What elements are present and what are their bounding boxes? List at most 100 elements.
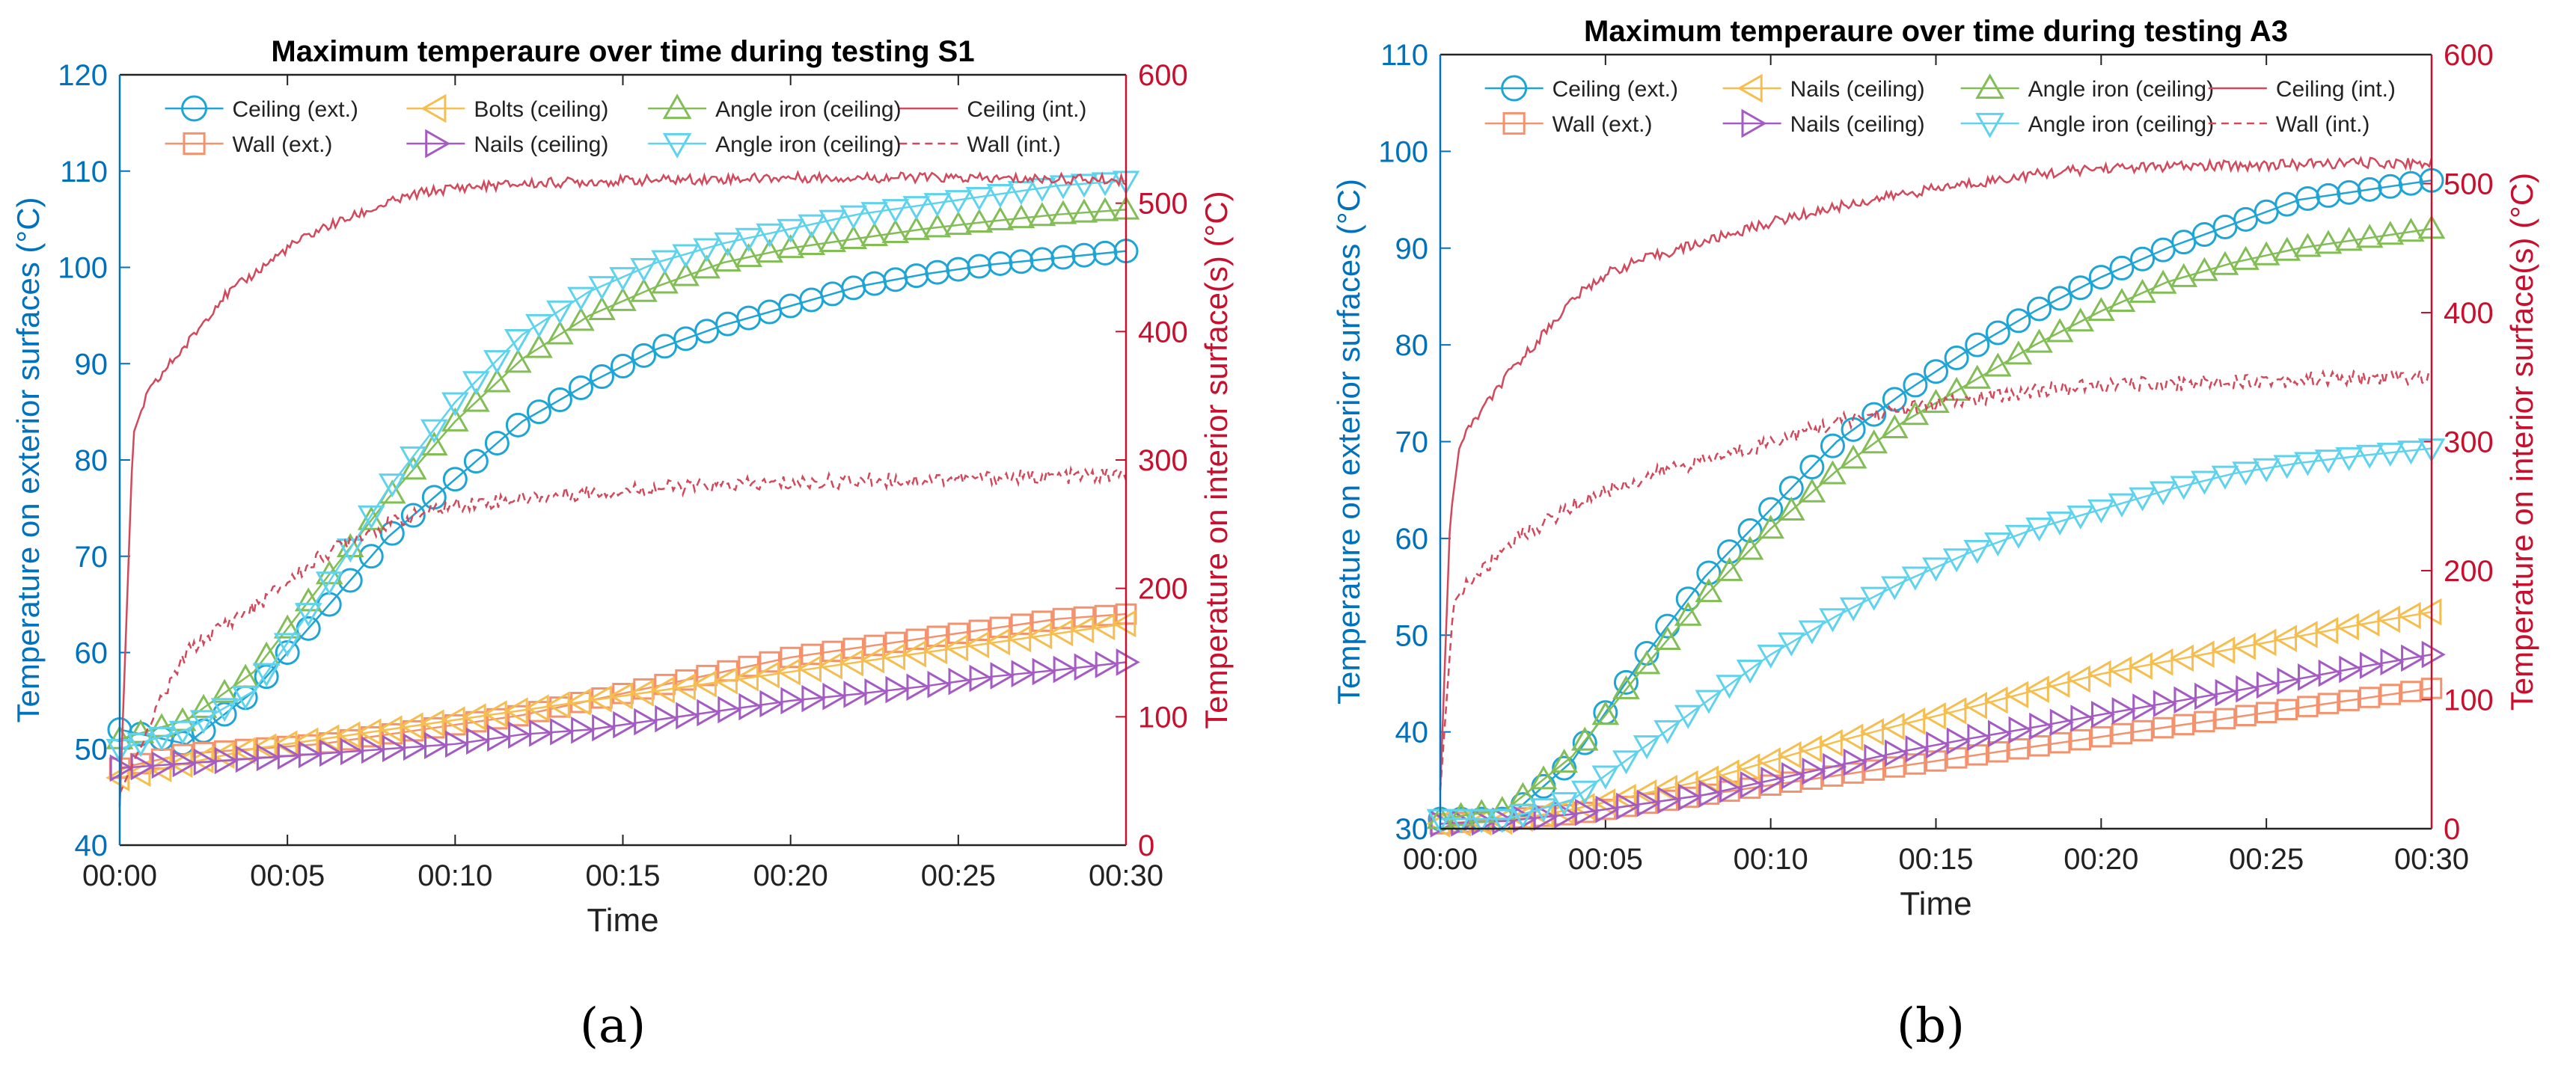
data-point (2028, 734, 2050, 757)
data-point (1112, 610, 1136, 638)
legend-marker (1741, 108, 1767, 138)
data-point (1818, 728, 1843, 757)
legend-item: Wall (ext.) (165, 132, 332, 157)
x-tick-label: 00:20 (2063, 843, 2138, 876)
data-point (1983, 352, 2012, 377)
data-point (1861, 402, 1887, 427)
data-point (1985, 320, 2010, 346)
data-point (1095, 651, 1119, 678)
y-right-tick-label: 100 (2444, 684, 2494, 717)
data-point (2004, 524, 2033, 549)
data-point (1091, 197, 1119, 221)
data-point (399, 446, 427, 470)
y-left-tick-label: 100 (58, 252, 108, 285)
data-point (1901, 566, 1930, 591)
data-point (2355, 609, 2380, 637)
data-point (2298, 663, 2322, 691)
data-point (986, 206, 1015, 230)
data-point (2272, 625, 2298, 653)
data-point (2087, 499, 2115, 524)
data-point (2273, 455, 2301, 479)
data-point (1716, 556, 1743, 581)
data-point (839, 648, 864, 677)
data-point (235, 745, 260, 773)
subcaption-b: (b) (1897, 998, 1965, 1054)
legend-label: Nails (ceiling) (1790, 77, 1925, 102)
x-tick-label: 00:05 (250, 859, 325, 892)
data-point (1905, 735, 1930, 763)
legend-marker (1502, 111, 1526, 135)
legend-item: Ceiling (ext.) (1484, 75, 1678, 102)
data-point (2357, 177, 2382, 202)
x-tick-label: 00:10 (417, 859, 492, 892)
data-point (277, 742, 302, 770)
data-point (634, 708, 658, 736)
data-point (445, 730, 470, 758)
data-point (294, 603, 322, 628)
y-left-tick-label: 110 (1380, 39, 1428, 72)
legend-item: Angle iron (ceiling) (648, 93, 902, 122)
data-point (1550, 749, 1578, 773)
data-point (2149, 481, 2177, 506)
chart-panel-a: Maximum temperaure over time during test… (10, 35, 1234, 939)
data-point (1983, 532, 2012, 556)
data-point (1467, 808, 1496, 833)
y-left-tick-label: 70 (1395, 426, 1429, 459)
y-left-tick-label: 30 (1395, 813, 1429, 846)
data-point (504, 697, 528, 725)
chart-panel-b: Maximum temperaure over time during test… (1331, 15, 2539, 922)
series-line (119, 661, 1127, 770)
data-point (986, 184, 1015, 209)
legend: Ceiling (ext.) Wall (ext.) Bolts (ceiling)… (165, 93, 1086, 159)
data-point (692, 670, 717, 698)
y-left-tick-label: 60 (1395, 523, 1429, 556)
data-point (1612, 784, 1636, 811)
data-point (2211, 251, 2239, 275)
data-point (714, 232, 741, 257)
data-point (2170, 476, 2198, 500)
data-point (1942, 548, 1971, 573)
data-point (567, 307, 595, 331)
data-point (1695, 690, 1723, 714)
data-point (902, 215, 931, 240)
data-point (1447, 802, 1475, 826)
legend-marker (425, 129, 451, 159)
series-line (119, 613, 1127, 770)
data-point (2070, 705, 2095, 732)
data-point (1591, 701, 1620, 725)
data-point (650, 676, 675, 704)
data-point (2378, 174, 2403, 199)
legend-item: Angle iron (ceiling) (648, 132, 902, 159)
series-line (1440, 227, 2432, 820)
data-point (252, 663, 281, 687)
data-point (1760, 766, 1785, 794)
data-point (1070, 616, 1095, 644)
data-point (546, 300, 574, 325)
data-point (2417, 598, 2442, 626)
legend-label: Angle iron (ceiling) (2028, 77, 2214, 102)
y-left-tick-label: 110 (60, 156, 108, 188)
data-point (2401, 644, 2426, 672)
data-point (1944, 346, 1969, 371)
legend-item: Angle iron (ceiling) (1960, 112, 2214, 138)
data-point (881, 218, 910, 243)
data-point (2400, 681, 2422, 702)
data-point (378, 473, 406, 498)
data-point (252, 733, 277, 761)
data-point (777, 233, 805, 259)
data-point (1633, 779, 1657, 807)
data-point (1988, 719, 2013, 748)
subcaption-a: (a) (580, 998, 646, 1054)
data-point (1677, 783, 1703, 811)
data-point (906, 673, 931, 702)
data-point (2232, 245, 2260, 270)
data-point (256, 743, 281, 772)
legend-marker (1975, 112, 2005, 138)
data-point (1653, 719, 1681, 744)
data-point (713, 666, 738, 695)
legend-item: Nails (ceiling) (406, 129, 608, 159)
data-point (1633, 735, 1661, 760)
data-point (2047, 286, 2072, 311)
data-point (1819, 460, 1847, 485)
data-point (676, 702, 700, 730)
